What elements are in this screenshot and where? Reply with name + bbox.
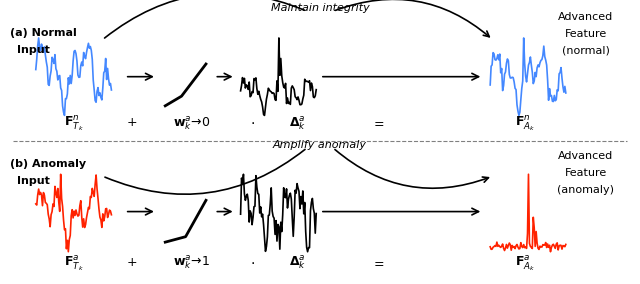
Text: $\mathbf{\Delta}_k^a$: $\mathbf{\Delta}_k^a$: [289, 254, 306, 271]
Text: $\mathbf{w}_k^a\!\to\!0$: $\mathbf{w}_k^a\!\to\!0$: [173, 114, 211, 132]
Text: $\cdot$: $\cdot$: [250, 115, 255, 130]
Text: $+$: $+$: [125, 116, 137, 130]
Text: Advanced: Advanced: [558, 12, 613, 22]
Text: $+$: $+$: [125, 256, 137, 269]
Text: (a) Normal: (a) Normal: [10, 28, 76, 38]
Text: Maintain integrity: Maintain integrity: [271, 3, 369, 13]
Text: $=$: $=$: [371, 116, 385, 130]
Text: $\mathbf{F}_{A_k}^{n}$: $\mathbf{F}_{A_k}^{n}$: [515, 114, 535, 133]
Text: Advanced: Advanced: [558, 151, 613, 161]
Text: $=$: $=$: [371, 256, 385, 269]
Text: $\mathbf{\Delta}_k^a$: $\mathbf{\Delta}_k^a$: [289, 114, 306, 132]
Text: Amplify anomaly: Amplify anomaly: [273, 140, 367, 150]
Text: (anomaly): (anomaly): [557, 185, 614, 195]
Text: $\mathbf{w}_k^a\!\to\!1$: $\mathbf{w}_k^a\!\to\!1$: [173, 254, 211, 271]
Text: $\mathbf{F}_{A_k}^{a}$: $\mathbf{F}_{A_k}^{a}$: [515, 254, 535, 273]
Text: Feature: Feature: [564, 29, 607, 39]
Text: Feature: Feature: [564, 168, 607, 178]
Text: (b) Anomaly: (b) Anomaly: [10, 159, 86, 169]
Text: $\mathbf{F}_{T_k}^{a}$: $\mathbf{F}_{T_k}^{a}$: [64, 254, 83, 273]
Text: Input: Input: [17, 45, 49, 55]
Text: $\mathbf{F}_{T_k}^{n}$: $\mathbf{F}_{T_k}^{n}$: [64, 114, 83, 133]
Text: Input: Input: [17, 176, 49, 186]
Text: $\cdot$: $\cdot$: [250, 254, 255, 269]
Text: (normal): (normal): [562, 46, 609, 56]
